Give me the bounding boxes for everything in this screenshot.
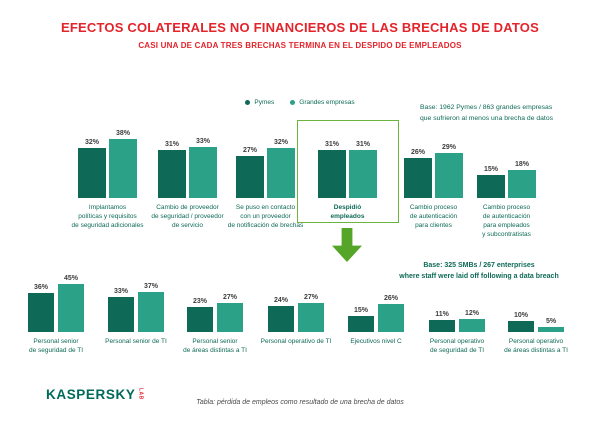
- legend: Pymes Grandes empresas: [190, 99, 410, 106]
- category-label: Cambio proceso de autenticación para emp…: [482, 204, 531, 239]
- bar-value: 15%: [483, 166, 498, 173]
- kaspersky-logo: KASPERSKY LAB: [46, 387, 143, 402]
- bar-group: 27% 32% Se puso en contacto con un proveed…: [220, 128, 312, 230]
- category-label: Personal senior de seguridad de TI: [28, 338, 84, 355]
- bar-grandes: [298, 303, 324, 332]
- legend-label-grandes: Grandes empresas: [299, 99, 355, 106]
- legend-item-grandes: Grandes empresas: [290, 99, 355, 106]
- bar-pymes: [236, 156, 264, 198]
- bar-pymes: [429, 320, 455, 332]
- bar-group: 31% 31% Despidió empleados: [296, 120, 399, 224]
- bar-value: 23%: [192, 298, 207, 305]
- bar-pymes: [404, 158, 432, 198]
- category-label: Cambio proceso de autenticación para cli…: [409, 204, 458, 230]
- bar-value: 15%: [353, 307, 368, 314]
- bar-value: 27%: [242, 147, 257, 154]
- category-label: Personal operativo de seguridad de TI: [429, 338, 485, 355]
- bar-pymes: [508, 321, 534, 332]
- category-label: Implantamos políticas y requisitos de se…: [71, 204, 144, 230]
- category-label: Personal senior de áreas distintas a TI: [183, 338, 247, 355]
- bar-group: 11% 12% Personal operativo de seguridad de…: [413, 280, 501, 355]
- bar-value: 36%: [33, 284, 48, 291]
- bar-grandes: [349, 150, 377, 198]
- category-label: Se puso en contacto con un proveedor de …: [227, 204, 304, 230]
- kaspersky-lab-mark: LAB: [137, 388, 144, 400]
- bar-grandes: [189, 147, 217, 198]
- bar-group: 24% 27% Personal operativo de TI: [252, 280, 340, 346]
- bar-value: 45%: [63, 275, 78, 282]
- base-note-top: Base: 1962 Pymes / 863 grandes empresas …: [420, 103, 592, 124]
- base-note-bottom: Base: 325 SMBs / 267 enterprises where s…: [372, 260, 586, 282]
- bar-pymes: [348, 316, 374, 332]
- bar-group: 15% 18% Cambio proceso de autenticación pa…: [461, 128, 553, 239]
- bar-group: 32% 38% Implantamos políticas y requisitos…: [62, 128, 154, 230]
- chart-collateral-effects: 32% 38% Implantamos políticas y requisitos…: [0, 120, 600, 239]
- bar-value: 12%: [464, 310, 479, 317]
- bar-group: 15% 26% Ejecutivos nivel C: [332, 280, 420, 346]
- bar-value: 31%: [355, 141, 370, 148]
- bar-value: 11%: [435, 311, 449, 318]
- page-title: EFECTOS COLATERALES NO FINANCIEROS DE LA…: [61, 20, 539, 35]
- kaspersky-logo-text: KASPERSKY: [46, 387, 136, 402]
- bar-value: 31%: [164, 141, 179, 148]
- legend-dot-pymes: [245, 100, 251, 105]
- bar-value: 33%: [113, 288, 128, 295]
- page-subtitle: CASI UNA DE CADA TRES BRECHAS TERMINA EN…: [138, 41, 462, 50]
- bar-grandes: [459, 319, 485, 332]
- bar-value: 26%: [410, 149, 425, 156]
- bar-grandes: [138, 292, 164, 332]
- bar-value: 32%: [84, 139, 99, 146]
- bar-group: 26% 29% Cambio proceso de autenticación pa…: [388, 128, 480, 230]
- bar-pymes: [108, 297, 134, 332]
- bar-value: 27%: [303, 294, 318, 301]
- bar-value: 38%: [115, 130, 130, 137]
- bar-value: 33%: [195, 138, 210, 145]
- legend-item-pymes: Pymes: [245, 99, 274, 106]
- bar-grandes: [217, 303, 243, 332]
- bar-value: 37%: [143, 283, 158, 290]
- legend-label-pymes: Pymes: [254, 99, 275, 106]
- bar-group: 31% 33% Cambio de proveedor de seguridad /…: [142, 128, 234, 230]
- bar-group: 33% 37% Personal senior de TI: [92, 280, 180, 346]
- bar-pymes: [28, 293, 54, 332]
- bar-grandes: [538, 327, 564, 332]
- category-label: Despidió empleados: [330, 204, 365, 221]
- bar-value: 27%: [222, 294, 237, 301]
- base-note-top-line2: que sufrieron al menos una brecha de dat…: [420, 114, 554, 122]
- bar-group: 23% 27% Personal senior de áreas distintas…: [171, 280, 259, 355]
- bar-pymes: [268, 306, 294, 332]
- category-label: Ejecutivos nivel C: [350, 338, 402, 345]
- base-note-bottom-line1: Base: 325 SMBs / 267 enterprises: [423, 262, 535, 269]
- figure-caption: Tabla: pérdida de empleos como resultado…: [196, 399, 404, 406]
- bar-value: 10%: [513, 312, 528, 319]
- chart-staff-laid-off: 36% 45% Personal senior de seguridad de TI…: [0, 275, 600, 370]
- bar-grandes: [435, 153, 463, 198]
- base-note-bottom-line2: where staff were laid off following a da…: [399, 273, 559, 281]
- legend-dot-grandes: [290, 100, 296, 105]
- category-label: Personal operativo de áreas distintas a …: [504, 338, 568, 355]
- base-note-top-line1: Base: 1962 Pymes / 863 grandes empresas: [420, 104, 553, 111]
- bar-pymes: [477, 175, 505, 198]
- bar-value: 5%: [545, 318, 557, 325]
- bar-pymes: [318, 150, 346, 198]
- bar-value: 29%: [441, 144, 456, 151]
- bar-value: 26%: [383, 295, 398, 302]
- bar-grandes: [267, 148, 295, 198]
- bar-pymes: [187, 307, 213, 332]
- bar-grandes: [58, 284, 84, 332]
- bar-value: 24%: [273, 297, 288, 304]
- bar-pymes: [78, 148, 106, 198]
- bar-group: 10% 5% Personal operativo de áreas distint…: [492, 280, 580, 355]
- bar-grandes: [508, 170, 536, 198]
- bar-grandes: [109, 139, 137, 198]
- bar-value: 18%: [514, 161, 529, 168]
- bar-value: 31%: [324, 141, 339, 148]
- category-label: Personal operativo de TI: [260, 338, 332, 345]
- bar-group: 36% 45% Personal senior de seguridad de TI: [12, 275, 100, 355]
- bar-value: 32%: [273, 139, 288, 146]
- category-label: Cambio de proveedor de seguridad / prove…: [151, 204, 224, 230]
- bar-grandes: [378, 304, 404, 332]
- bar-pymes: [158, 150, 186, 198]
- category-label: Personal senior de TI: [105, 338, 167, 345]
